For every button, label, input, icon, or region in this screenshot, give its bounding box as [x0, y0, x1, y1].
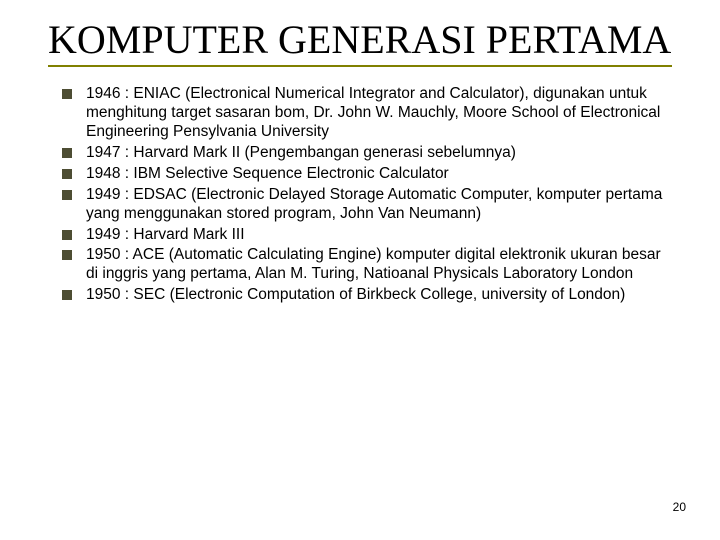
list-item-text: 1948 : IBM Selective Sequence Electronic…: [86, 165, 449, 182]
list-item-text: 1947 : Harvard Mark II (Pengembangan gen…: [86, 144, 516, 161]
list-item-text: 1949 : EDSAC (Electronic Delayed Storage…: [86, 186, 662, 222]
list-item: 1949 : Harvard Mark III: [48, 226, 672, 245]
bullet-square-icon: [62, 230, 72, 240]
bullet-square-icon: [62, 148, 72, 158]
title-underline: [48, 65, 672, 67]
bullet-square-icon: [62, 290, 72, 300]
list-item-text: 1950 : ACE (Automatic Calculating Engine…: [86, 246, 661, 282]
list-item: 1948 : IBM Selective Sequence Electronic…: [48, 165, 672, 184]
bullet-square-icon: [62, 190, 72, 200]
list-item: 1947 : Harvard Mark II (Pengembangan gen…: [48, 144, 672, 163]
list-item-text: 1950 : SEC (Electronic Computation of Bi…: [86, 286, 625, 303]
page-number: 20: [673, 500, 686, 514]
list-item-text: 1949 : Harvard Mark III: [86, 226, 245, 243]
list-item: 1949 : EDSAC (Electronic Delayed Storage…: [48, 186, 672, 224]
list-item: 1950 : SEC (Electronic Computation of Bi…: [48, 286, 672, 305]
list-item: 1946 : ENIAC (Electronical Numerical Int…: [48, 85, 672, 142]
list-item: 1950 : ACE (Automatic Calculating Engine…: [48, 246, 672, 284]
bullet-square-icon: [62, 169, 72, 179]
bullet-square-icon: [62, 89, 72, 99]
list-item-text: 1946 : ENIAC (Electronical Numerical Int…: [86, 85, 660, 140]
bullet-list: 1946 : ENIAC (Electronical Numerical Int…: [48, 85, 672, 305]
bullet-square-icon: [62, 250, 72, 260]
slide-title: KOMPUTER GENERASI PERTAMA: [48, 18, 672, 61]
slide: KOMPUTER GENERASI PERTAMA 1946 : ENIAC (…: [0, 0, 720, 540]
